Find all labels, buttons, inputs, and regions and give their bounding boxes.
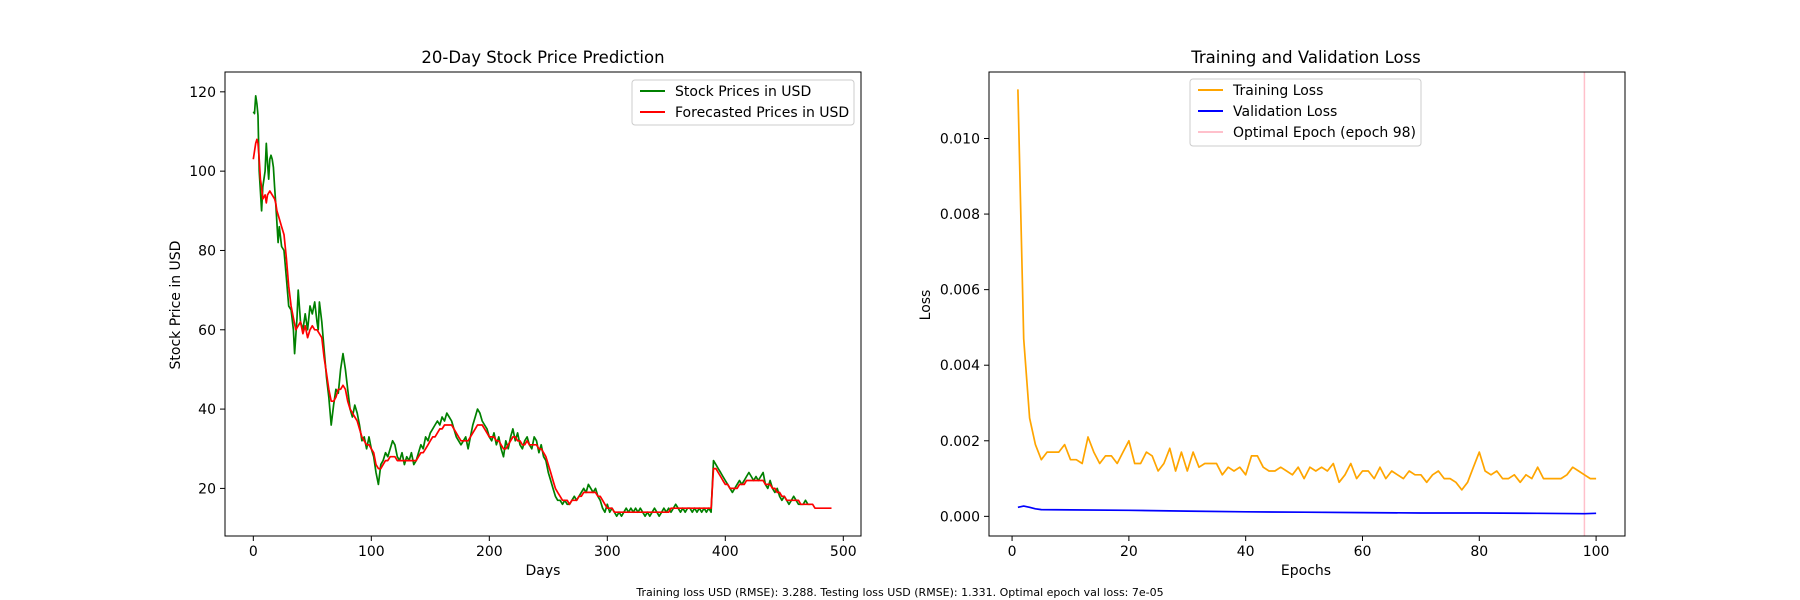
x-tick-label: 300	[594, 544, 621, 560]
stock-price-chart: 20-Day Stock Price Prediction Days Stock…	[168, 48, 862, 579]
x-tick-label: 0	[1008, 544, 1017, 560]
legend-label-validation: Validation Loss	[1233, 104, 1337, 120]
x-tick-label: 400	[712, 544, 739, 560]
y-tick-label: 0.004	[940, 358, 980, 374]
stock-prices-in-usd-line	[252, 94, 811, 518]
y-axis-label: Stock Price in USD	[168, 241, 184, 370]
x-axis-label: Epochs	[1281, 563, 1331, 579]
legend-label-stock: Stock Prices in USD	[675, 84, 811, 100]
y-tick-label: 40	[198, 402, 216, 418]
x-tick-label: 500	[830, 544, 857, 560]
y-tick-label: 0.002	[940, 434, 980, 450]
legend-label-optimal: Optimal Epoch (epoch 98)	[1233, 125, 1416, 141]
x-axis-label: Days	[526, 563, 561, 579]
legend: Stock Prices in USD Forecasted Prices in…	[631, 79, 855, 126]
loss-chart: Training and Validation Loss Epochs Loss…	[918, 48, 1626, 579]
y-tick-label: 0.010	[940, 132, 980, 148]
forecasted-prices-in-usd-line	[252, 138, 832, 514]
legend-box	[631, 79, 855, 126]
plot-frame	[988, 71, 1626, 537]
y-tick-label: 80	[198, 243, 216, 259]
legend-label-training: Training Loss	[1232, 83, 1323, 99]
validation-loss-line	[1017, 505, 1597, 515]
x-tick-label: 200	[476, 544, 503, 560]
figure-caption: Training loss USD (RMSE): 3.288. Testing…	[635, 586, 1163, 599]
x-tick-label: 40	[1237, 544, 1255, 560]
x-tick-label: 20	[1120, 544, 1138, 560]
chart-title: 20-Day Stock Price Prediction	[421, 48, 664, 67]
legend-label-forecast: Forecasted Prices in USD	[675, 105, 849, 121]
y-tick-label: 0.008	[940, 207, 980, 223]
y-tick-label: 100	[189, 164, 216, 180]
legend: Training Loss Validation Loss Optimal Ep…	[1189, 78, 1422, 147]
y-tick-label: 60	[198, 323, 216, 339]
legend-box	[1189, 78, 1422, 147]
axis-ticks: 0 100 200 300 400 500 20 40 60 80 100 120	[189, 85, 856, 560]
x-tick-label: 100	[1583, 544, 1610, 560]
x-tick-label: 100	[358, 544, 385, 560]
chart-title: Training and Validation Loss	[1190, 48, 1421, 67]
x-tick-label: 80	[1470, 544, 1488, 560]
axis-ticks: 0 20 40 60 80 100 0.000 0.002 0.004 0.006 0.008 0.0…	[940, 132, 1610, 560]
x-tick-label: 0	[249, 544, 258, 560]
y-axis-label: Loss	[918, 290, 934, 321]
x-tick-label: 60	[1354, 544, 1372, 560]
y-tick-label: 20	[198, 481, 216, 497]
y-tick-label: 120	[189, 85, 216, 101]
plot-lines	[1017, 72, 1597, 536]
plot-frame	[224, 71, 862, 537]
training-loss-line	[1017, 89, 1597, 491]
plot-lines	[252, 94, 832, 518]
y-tick-label: 0.000	[940, 509, 980, 525]
y-tick-label: 0.006	[940, 283, 980, 299]
